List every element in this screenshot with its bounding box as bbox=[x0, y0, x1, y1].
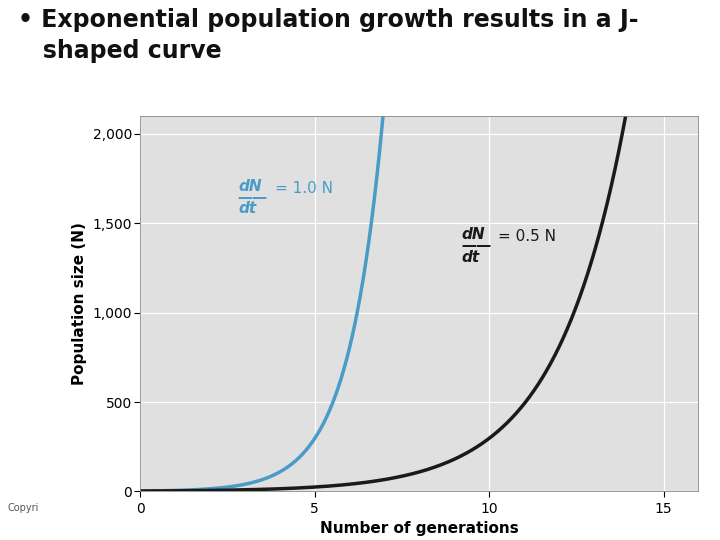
Text: = 0.5 N: = 0.5 N bbox=[498, 230, 556, 244]
Text: dN
——
dt: dN —— dt bbox=[462, 227, 492, 265]
X-axis label: Number of generations: Number of generations bbox=[320, 522, 519, 536]
Text: = 1.0 N: = 1.0 N bbox=[274, 181, 333, 196]
Y-axis label: Population size (N): Population size (N) bbox=[72, 222, 87, 385]
Text: Copyri: Copyri bbox=[7, 503, 39, 514]
Text: dN
——
dt: dN —— dt bbox=[238, 179, 269, 217]
Text: • Exponential population growth results in a J-
   shaped curve: • Exponential population growth results … bbox=[18, 8, 639, 63]
